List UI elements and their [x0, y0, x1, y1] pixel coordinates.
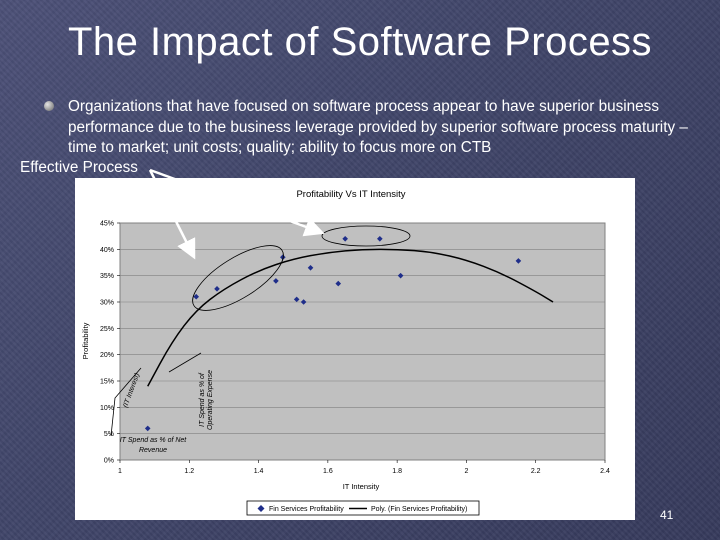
- x-tick-label: 1.4: [254, 468, 264, 475]
- legend-marker-icon: [257, 505, 265, 512]
- legend-trend-label: Poly. (Fin Services Profitability): [371, 506, 467, 513]
- annotation-arrow-left: [110, 367, 142, 437]
- y-tick-label: 30%: [100, 300, 114, 307]
- annotation-arrow-middle: [168, 352, 202, 373]
- x-tick-labels: 1 1.2 1.4 1.6 1.8 2 2.2 2.4: [118, 460, 610, 475]
- y-tick-label: 40%: [100, 247, 114, 254]
- chart-title: Profitability Vs IT Intensity: [296, 189, 405, 200]
- annotation-it-spend-operating-2: Operating Expense: [207, 370, 214, 430]
- page-number: 41: [660, 508, 674, 522]
- trendline: [147, 248, 554, 387]
- annotation-it-spend-operating-1: IT Spend as % of: [199, 372, 206, 427]
- x-tick-label: 1.6: [323, 468, 333, 475]
- y-tick-labels: 0% 5% 10% 15% 20% 25% 30% 35% 40% 45%: [100, 221, 114, 465]
- x-tick-label: 2: [464, 468, 468, 475]
- chart-panel: Profitability Vs IT Intensity 0% 5% 10% 15%…: [75, 178, 635, 520]
- x-tick-label: 2.2: [531, 468, 541, 475]
- data-point-marker: [300, 299, 307, 305]
- slide-title: The Impact of Software Process: [67, 20, 653, 64]
- effective-process-label: Effective Process: [20, 159, 138, 176]
- y-tick-label: 5%: [104, 431, 114, 438]
- x-axis-label: IT Intensity: [343, 482, 380, 491]
- annotation-it-spend-revenue-2: Revenue: [139, 447, 167, 454]
- data-point-marker: [307, 264, 314, 271]
- legend-series-label: Fin Services Profitability: [269, 506, 344, 513]
- bullet-text: Organizations that have focused on softw…: [68, 98, 688, 156]
- y-tick-label: 0%: [104, 458, 114, 465]
- x-tick-label: 2.4: [600, 468, 610, 475]
- y-tick-label: 20%: [100, 352, 114, 359]
- profitability-chart: Profitability Vs IT Intensity 0% 5% 10% 15%…: [81, 189, 610, 516]
- y-tick-label: 45%: [100, 221, 114, 228]
- y-tick-label: 10%: [100, 405, 114, 412]
- x-tick-label: 1.2: [184, 468, 194, 475]
- annotation-it-spend-revenue-1: IT Spend as % of Net: [120, 437, 188, 444]
- y-tick-label: 25%: [100, 326, 114, 333]
- y-tick-label: 15%: [100, 379, 114, 386]
- x-tick-label: 1: [118, 468, 122, 475]
- x-tick-label: 1.8: [392, 468, 402, 475]
- data-point-marker: [515, 258, 522, 264]
- plot-area: [119, 222, 606, 461]
- legend: Fin Services Profitability Poly. (Fin Se…: [246, 500, 480, 516]
- y-axis-label: Profitability: [81, 322, 90, 359]
- round-bullet-icon: [44, 101, 54, 111]
- y-tick-label: 35%: [100, 273, 114, 280]
